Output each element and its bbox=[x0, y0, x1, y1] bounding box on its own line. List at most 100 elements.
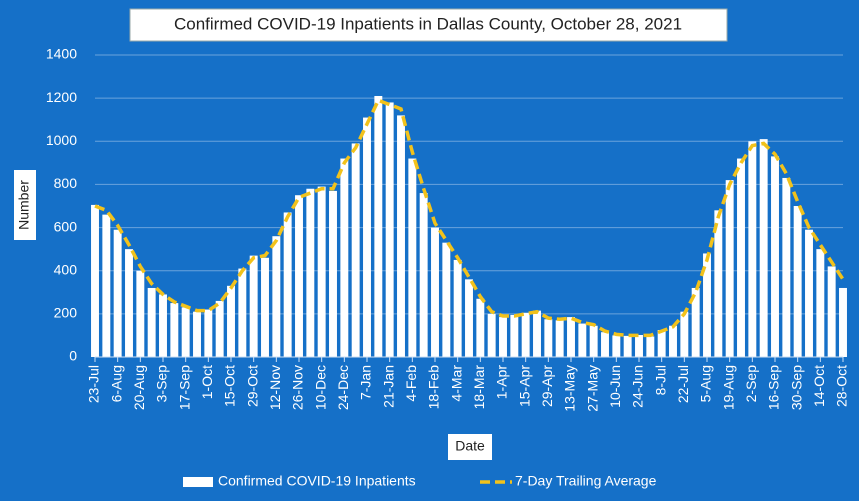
y-tick-label: 200 bbox=[54, 305, 78, 321]
chart-title: Confirmed COVID-19 Inpatients in Dallas … bbox=[174, 14, 682, 33]
bar bbox=[306, 188, 315, 357]
bar bbox=[476, 298, 485, 357]
bar bbox=[374, 95, 383, 357]
bar bbox=[782, 177, 791, 357]
x-tick-label: 27-May bbox=[584, 365, 600, 412]
legend-swatch bbox=[183, 477, 213, 487]
x-tick-label: 28-Oct bbox=[834, 365, 850, 407]
bar bbox=[136, 270, 145, 357]
bar bbox=[385, 102, 394, 357]
x-tick-label: 18-Mar bbox=[471, 365, 487, 410]
bar bbox=[612, 335, 621, 357]
x-tick-label: 10-Jun bbox=[607, 365, 623, 408]
bar bbox=[261, 257, 269, 357]
bar bbox=[748, 141, 757, 357]
bar bbox=[317, 186, 326, 357]
bar bbox=[193, 311, 201, 357]
x-tick-label: 8-Jul bbox=[652, 365, 668, 395]
x-tick-label: 15-Oct bbox=[222, 365, 238, 407]
x-tick-label: 4-Feb bbox=[403, 365, 419, 402]
y-tick-label: 1000 bbox=[46, 132, 77, 148]
bar bbox=[340, 158, 349, 357]
x-tick-label: 29-Oct bbox=[244, 365, 260, 407]
x-tick-label: 20-Aug bbox=[131, 365, 147, 410]
average-line bbox=[94, 98, 845, 338]
x-tick-label: 15-Apr bbox=[516, 365, 532, 407]
x-tick-label: 14-Oct bbox=[811, 365, 827, 407]
y-tick-label: 400 bbox=[54, 261, 78, 277]
x-tick-label: 10-Dec bbox=[312, 365, 328, 410]
bar bbox=[657, 330, 666, 357]
bar bbox=[125, 249, 133, 357]
bar bbox=[363, 117, 371, 357]
x-tick-label: 16-Sep bbox=[766, 365, 782, 410]
bar bbox=[533, 310, 541, 357]
bar bbox=[272, 236, 281, 357]
bar bbox=[329, 190, 337, 357]
bar bbox=[669, 325, 677, 357]
bar bbox=[839, 287, 847, 357]
bar bbox=[691, 287, 700, 357]
bar bbox=[623, 335, 632, 357]
x-tick-label: 19-Aug bbox=[720, 365, 736, 410]
x-tick-label: 22-Jul bbox=[675, 365, 691, 403]
bar bbox=[737, 158, 745, 357]
bar bbox=[227, 285, 235, 357]
bar bbox=[635, 334, 643, 357]
title-box bbox=[129, 8, 728, 42]
y-tick-label: 1400 bbox=[46, 46, 77, 62]
bar bbox=[295, 195, 303, 357]
x-axis-label: Date bbox=[455, 438, 485, 454]
x-tick-label: 24-Jun bbox=[630, 365, 646, 408]
y-label-box bbox=[14, 170, 36, 240]
y-axis-label: Number bbox=[16, 180, 32, 230]
bar bbox=[419, 193, 428, 357]
bar bbox=[601, 332, 609, 357]
x-tick-label: 4-Mar bbox=[448, 365, 464, 402]
x-tick-label: 13-May bbox=[562, 365, 578, 412]
x-label-box bbox=[448, 434, 492, 460]
x-tick-label: 3-Sep bbox=[154, 365, 170, 403]
bar bbox=[283, 212, 292, 357]
x-tick-label: 30-Sep bbox=[788, 365, 804, 410]
bar bbox=[759, 139, 768, 357]
x-tick-label: 24-Dec bbox=[335, 365, 351, 410]
x-tick-label: 21-Jan bbox=[380, 365, 396, 408]
y-tick-label: 600 bbox=[54, 218, 78, 234]
x-tick-label: 26-Nov bbox=[290, 365, 306, 410]
bar bbox=[181, 307, 190, 357]
bar bbox=[521, 312, 530, 357]
x-tick-label: 5-Aug bbox=[698, 365, 714, 402]
bar bbox=[431, 227, 439, 357]
bar bbox=[147, 287, 156, 357]
bar bbox=[408, 158, 417, 357]
bar bbox=[805, 229, 813, 357]
bar bbox=[793, 206, 802, 357]
bar bbox=[91, 204, 99, 357]
bar bbox=[238, 268, 247, 357]
x-tick-label: 17-Sep bbox=[176, 365, 192, 410]
bar bbox=[589, 325, 598, 357]
bar bbox=[499, 317, 507, 357]
y-tick-label: 800 bbox=[54, 175, 78, 191]
bar bbox=[555, 320, 564, 357]
y-tick-label: 0 bbox=[69, 348, 77, 364]
y-tick-label: 1200 bbox=[46, 89, 77, 105]
x-tick-label: 2-Sep bbox=[743, 365, 759, 403]
bar bbox=[102, 214, 111, 357]
bar bbox=[725, 180, 734, 357]
bar bbox=[680, 311, 689, 357]
x-tick-label: 7-Jan bbox=[358, 365, 374, 400]
legend-label: 7-Day Trailing Average bbox=[515, 473, 657, 489]
bar bbox=[453, 259, 462, 357]
bar bbox=[215, 300, 224, 357]
bar bbox=[249, 255, 258, 357]
bar bbox=[827, 266, 836, 357]
bar bbox=[487, 313, 496, 357]
x-tick-label: 6-Aug bbox=[108, 365, 124, 402]
bar bbox=[397, 115, 405, 358]
bar bbox=[170, 303, 179, 357]
bar bbox=[204, 309, 213, 357]
x-tick-label: 1-Apr bbox=[494, 365, 510, 400]
